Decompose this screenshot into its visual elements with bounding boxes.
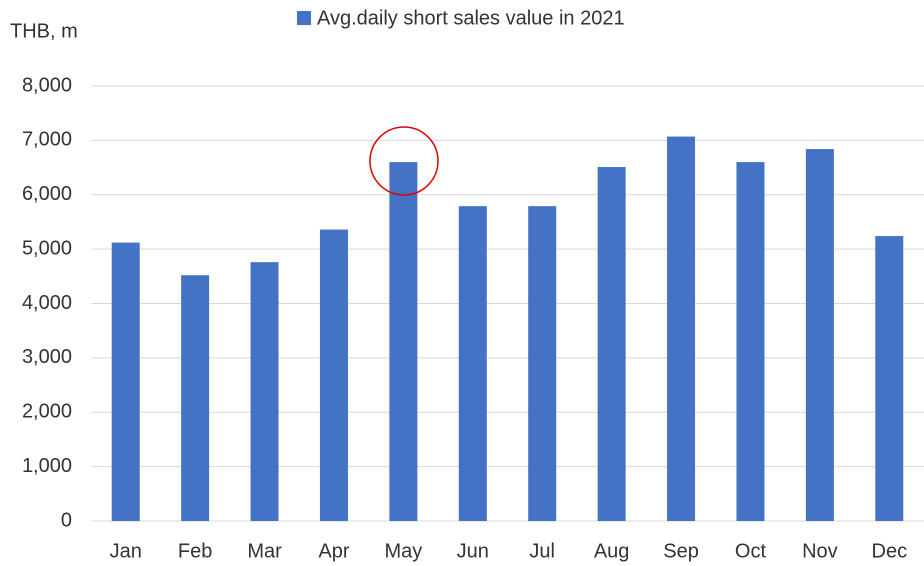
y-tick-label: 2,000 <box>22 401 72 423</box>
highlight-circle <box>369 126 439 196</box>
x-tick-label: Jul <box>529 540 555 562</box>
x-tick-label: Apr <box>318 540 349 562</box>
bar <box>389 162 418 521</box>
x-tick-label: Aug <box>594 540 630 562</box>
x-tick-label: Sep <box>663 540 699 562</box>
bar <box>736 162 765 521</box>
y-tick-label: 8,000 <box>22 74 72 96</box>
y-tick-label: 7,000 <box>22 129 72 151</box>
bar <box>458 206 487 521</box>
legend-label: Avg.daily short sales value in 2021 <box>317 7 625 29</box>
x-tick-label: Nov <box>802 540 838 562</box>
bar <box>250 262 279 521</box>
bar <box>875 236 904 521</box>
bar <box>181 275 210 521</box>
x-tick-label: May <box>384 540 422 562</box>
y-tick-label: 6,000 <box>22 183 72 205</box>
y-tick-label: 0 <box>61 509 72 531</box>
bar <box>111 242 140 521</box>
y-tick-label: 4,000 <box>22 292 72 314</box>
bar <box>597 167 626 522</box>
x-tick-label: Mar <box>247 540 282 562</box>
y-axis-label: THB, m <box>10 20 78 42</box>
y-tick-label: 3,000 <box>22 346 72 368</box>
legend-swatch <box>297 11 311 25</box>
bar <box>528 206 557 521</box>
x-tick-label: Jan <box>110 540 142 562</box>
y-tick-label: 5,000 <box>22 237 72 259</box>
x-tick-label: Oct <box>735 540 767 562</box>
x-tick-label: Dec <box>872 540 908 562</box>
x-tick-label: Jun <box>457 540 489 562</box>
x-tick-label: Feb <box>178 540 212 562</box>
bar <box>319 229 348 522</box>
bar <box>805 149 834 521</box>
y-tick-label: 1,000 <box>22 455 72 477</box>
bar <box>667 136 696 521</box>
